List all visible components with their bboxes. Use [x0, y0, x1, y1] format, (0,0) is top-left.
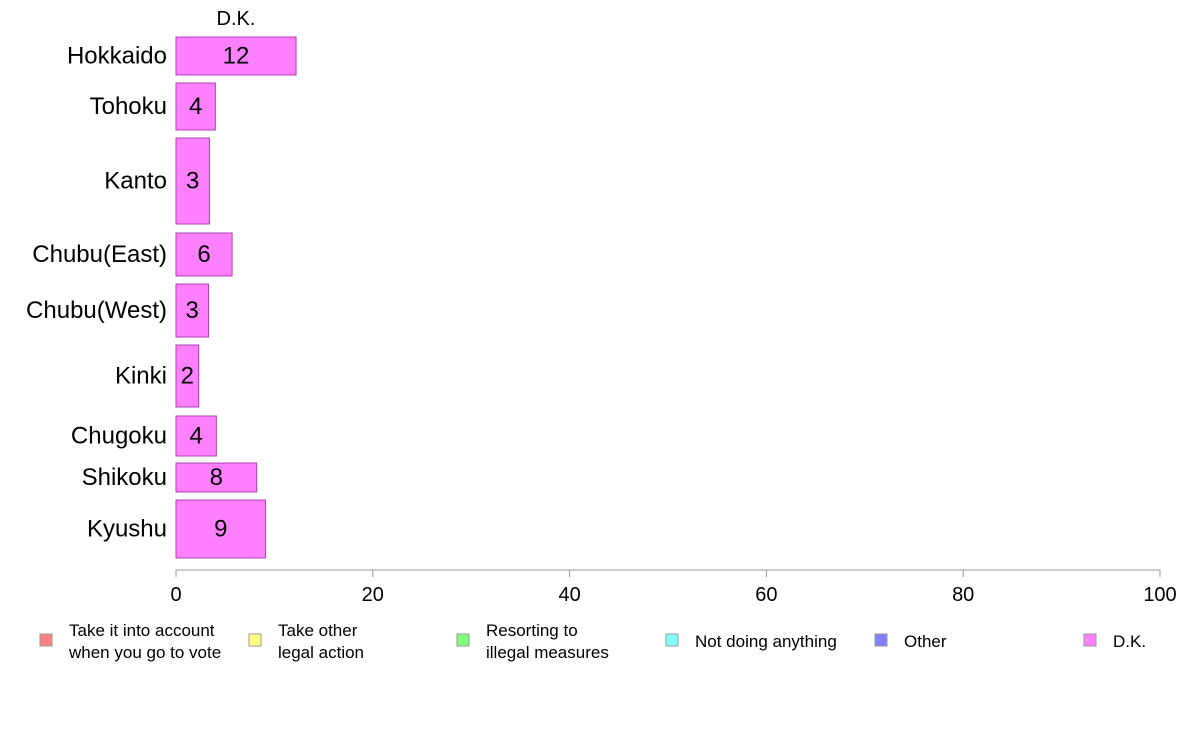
legend-label-take-it-into-account-when-you-go-to-vote: Take it into account when you go to vote: [68, 621, 221, 662]
category-labels: Hokkaido Tohoku Kanto Chubu(East) Chubu(West…: [26, 43, 167, 543]
x-tick-label: 60: [755, 584, 777, 606]
data-label-chugoku: 4: [189, 423, 202, 450]
data-label-tohoku: 4: [189, 93, 202, 120]
bar-shikoku-d-k: [175, 462, 258, 493]
bar-tohoku-d-k: [175, 82, 216, 131]
category-label-tohoku: Tohoku: [90, 93, 167, 120]
x-tick-label: 100: [1143, 584, 1176, 606]
category-label-shikoku: Shikoku: [82, 464, 167, 491]
legend-swatch-not-doing-anything: [665, 633, 679, 647]
data-label-chubu-west: 3: [186, 297, 199, 324]
bar-chubu-west-d-k: [175, 283, 209, 338]
category-label-kyushu: Kyushu: [87, 516, 167, 543]
bar-kanto-d-k: [175, 137, 210, 225]
category-label-hokkaido: Hokkaido: [67, 43, 167, 70]
category-label-kinki: Kinki: [115, 363, 167, 390]
category-label-chubu-west: Chubu(West): [26, 297, 167, 324]
bar-kinki-d-k: [175, 344, 200, 408]
bar-hokkaido-d-k: [175, 36, 297, 76]
data-label-kyushu: 9: [214, 516, 227, 543]
legend-label-other: Other: [904, 632, 947, 651]
legend-swatch-take-other-legal-action: [248, 633, 262, 647]
legend-label-not-doing-anything: Not doing anything: [695, 632, 837, 651]
legend-swatch-resorting-to-illegal-measures: [456, 633, 470, 647]
data-label-kanto: 3: [186, 168, 199, 195]
data-label-hokkaido: 12: [223, 43, 250, 70]
legend-label-d-k: D.K.: [1113, 632, 1146, 651]
legend-swatch-d-k: [1083, 633, 1097, 647]
x-tick-label: 20: [362, 584, 384, 606]
x-axis: 0 20 40 60 80 100: [170, 569, 1177, 606]
category-label-kanto: Kanto: [104, 168, 167, 195]
x-tick-label: 40: [558, 584, 580, 606]
category-label-chugoku: Chugoku: [71, 423, 167, 450]
series-label: D.K.: [217, 8, 256, 30]
x-tick-label: 0: [170, 584, 181, 606]
category-label-chubu-east: Chubu(East): [32, 241, 167, 268]
legend-swatch-take-it-into-account-when-you-go-to-vote: [39, 633, 53, 647]
bar-kyushu-d-k: [175, 499, 267, 559]
legend-swatch-other: [874, 633, 888, 647]
data-label-kinki: 2: [181, 363, 194, 390]
data-label-chubu-east: 6: [197, 241, 210, 268]
legend-label-resorting-to-illegal-measures: Resorting to illegal measures: [486, 621, 609, 662]
x-tick-label: 80: [952, 584, 974, 606]
legend: Take it into account when you go to vote T…: [39, 621, 1146, 662]
legend-label-take-other-legal-action: Take other legal action: [278, 621, 364, 662]
data-label-shikoku: 8: [210, 464, 223, 491]
bar-chugoku-d-k: [175, 415, 217, 457]
bar-chubu-east-d-k: [175, 232, 233, 277]
